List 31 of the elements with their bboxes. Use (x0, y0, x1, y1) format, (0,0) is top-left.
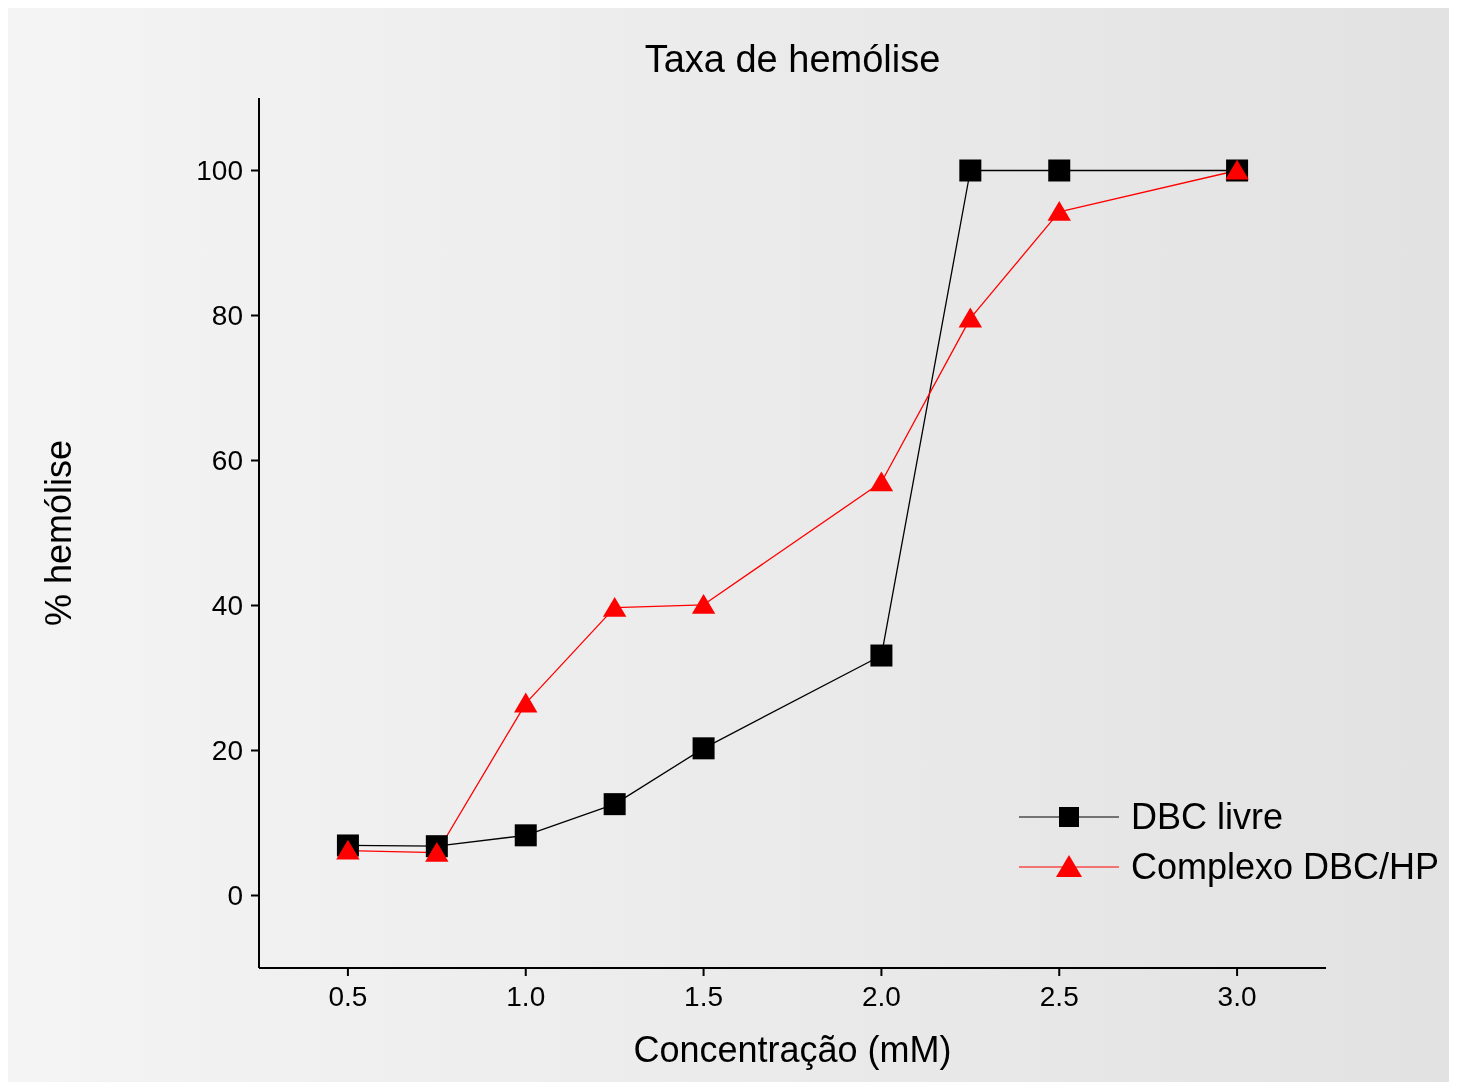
point (603, 793, 626, 816)
x-tick-label: 2.0 (861, 980, 901, 1012)
point (959, 159, 982, 182)
y-tick-label: 0 (227, 880, 243, 912)
x-tick-label: 2.5 (1039, 980, 1079, 1012)
point (514, 692, 538, 713)
y-tick-label: 80 (211, 300, 243, 332)
point (691, 593, 716, 614)
x-axis-title: Concentração (mM) (633, 1029, 952, 1070)
x-tick-label: 0.5 (328, 980, 368, 1012)
point (958, 307, 983, 328)
point (1047, 201, 1071, 221)
chart-title: Taxa de hemólise (643, 38, 942, 81)
point (425, 841, 449, 862)
point (869, 471, 894, 492)
y-axis-title: % hemólise (37, 439, 79, 627)
y-tick-label: 100 (196, 155, 243, 187)
y-tick-label: 60 (211, 445, 243, 477)
y-tick-label: 40 (211, 590, 243, 622)
y-tick-label: 20 (211, 735, 243, 767)
x-tick-label: 1.5 (684, 980, 724, 1012)
point (870, 644, 893, 667)
x-tick-label: 3.0 (1217, 980, 1257, 1012)
point (514, 824, 537, 847)
point (692, 737, 715, 760)
point (602, 596, 627, 617)
legend-label: DBC livre (1130, 796, 1283, 838)
point (1048, 159, 1071, 182)
legend-label: Complexo DBC/HP (1130, 846, 1439, 888)
point (336, 839, 360, 860)
x-tick-label: 1.0 (506, 980, 546, 1012)
